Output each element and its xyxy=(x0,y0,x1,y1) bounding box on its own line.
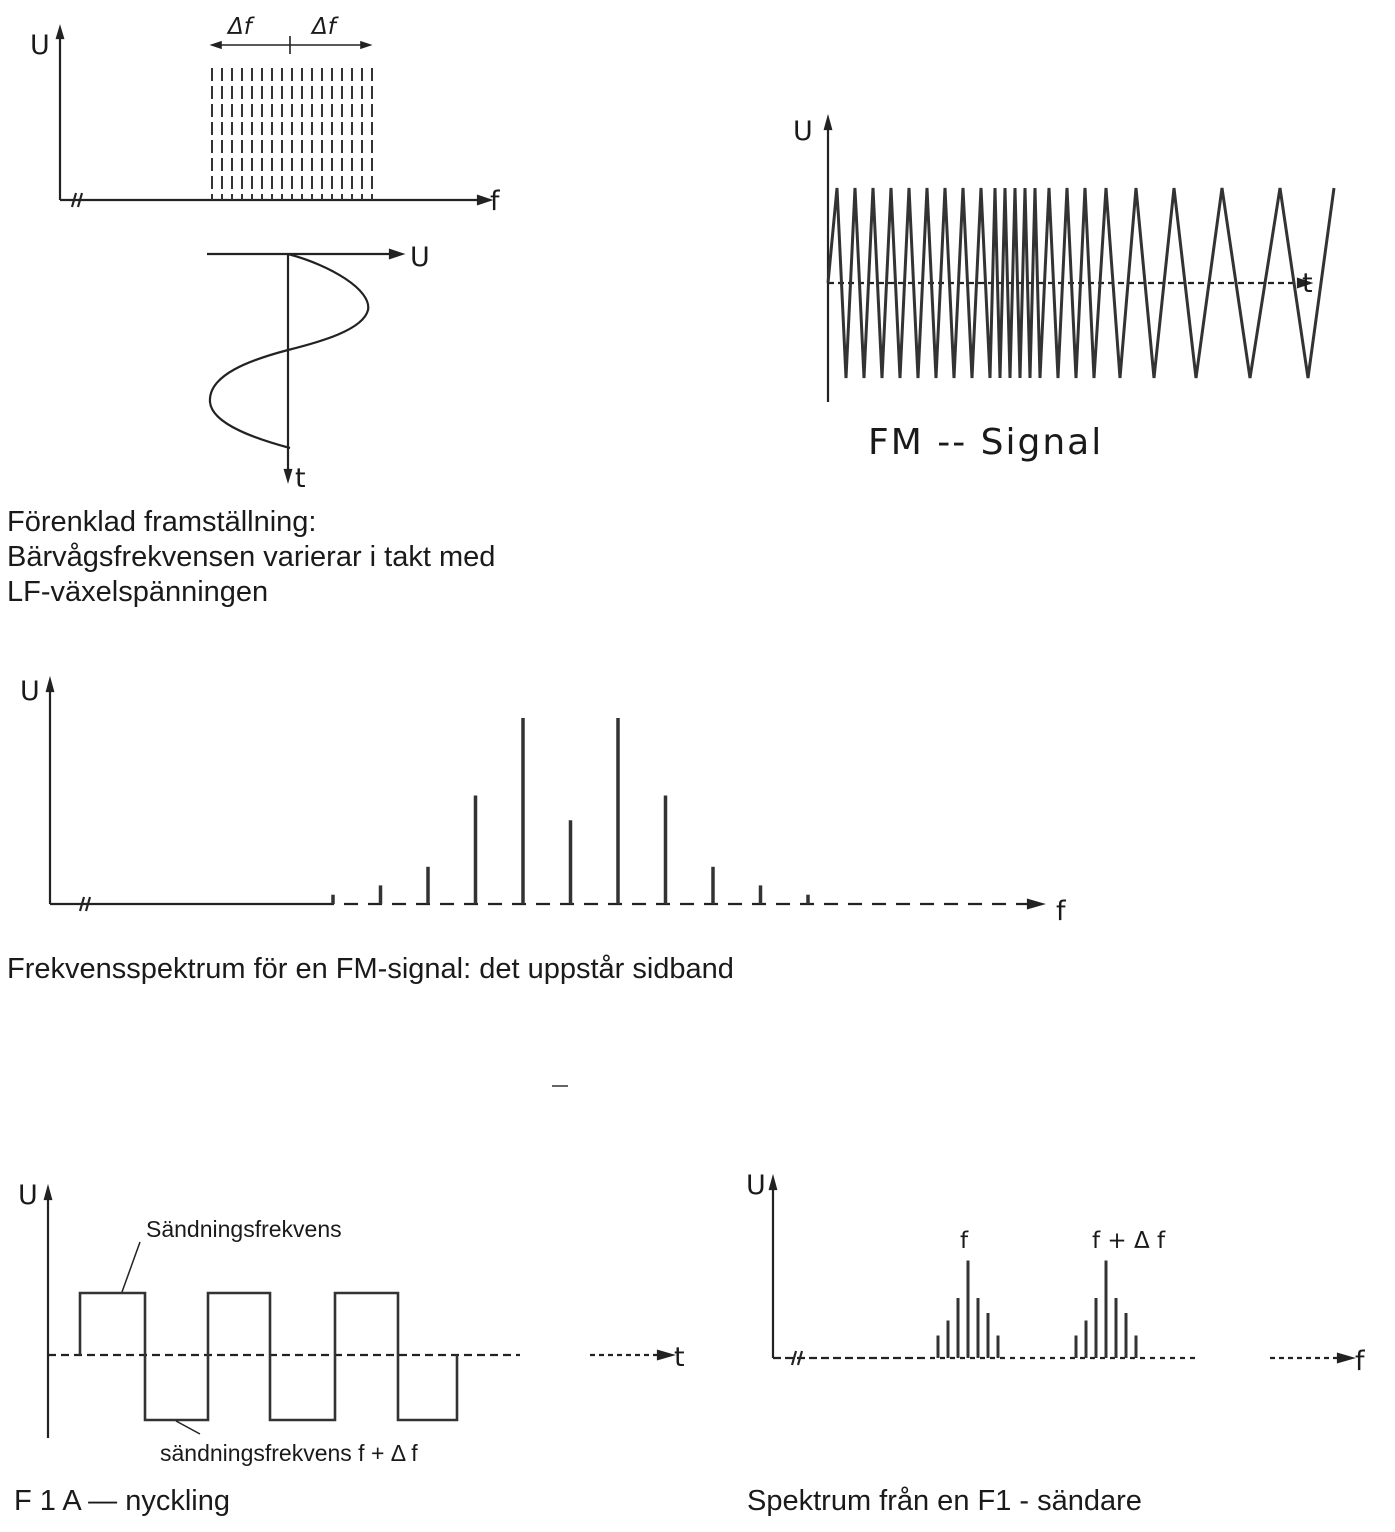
fig1-caption-line1: Förenklad framställning: xyxy=(7,506,317,538)
fig5-peak1-label: f xyxy=(960,1228,969,1254)
fig5-peak2-label: f + Δ f xyxy=(1092,1228,1166,1254)
fig1-sine-t-label: t xyxy=(295,463,306,494)
fig1-spectrum-axes xyxy=(55,24,494,208)
fig1-caption-line2: Bärvågsfrekvensen varierar i takt med xyxy=(7,541,496,573)
fig1-caption-line3: LF-växelspänningen xyxy=(7,576,269,608)
fig3-fm-spectrum xyxy=(45,675,1047,912)
fig4-y-axis-label: U xyxy=(18,1180,38,1211)
fig1-frequency-lines xyxy=(211,68,373,200)
fig1-lf-sine-curve xyxy=(208,252,370,450)
fig2-fm-signal xyxy=(823,113,1336,402)
fig4-lower-label: sändningsfrekvens f + Δ f xyxy=(160,1440,418,1466)
fig2-x-axis-label: t xyxy=(1302,268,1313,299)
fig3-x-axis-label: f xyxy=(1056,896,1066,927)
fig4-upper-label: Sändningsfrekvens xyxy=(146,1216,342,1242)
fig5-caption: Spektrum från en F1 - sändare xyxy=(747,1485,1142,1517)
fig2-y-axis-label: U xyxy=(793,116,813,147)
fig2-fm-waveform xyxy=(826,187,1336,379)
fig3-y-axis-label: U xyxy=(20,676,40,707)
stray-mark xyxy=(552,1085,568,1087)
fig4-x-axis-label: t xyxy=(674,1342,685,1373)
fig3-caption: Frekvensspektrum för en FM-signal: det u… xyxy=(7,953,734,985)
fig1-delta-left-label: Δf xyxy=(228,14,252,40)
fig4-square-wave xyxy=(78,1291,459,1422)
fig1-delta-right-label: Δf xyxy=(312,14,336,40)
fig1-x-axis-label: f xyxy=(490,186,500,217)
fig4-caption: F 1 A — nyckling xyxy=(14,1485,230,1517)
fig2-title: FM -- Signal xyxy=(868,422,1104,463)
fig5-f1-spectrum xyxy=(768,1173,1357,1366)
fig1-y-axis-label: U xyxy=(30,30,50,61)
fig1-sine-axes xyxy=(207,248,406,484)
fig1-sine-u-label: U xyxy=(410,242,430,273)
fig5-y-axis-label: U xyxy=(746,1170,766,1201)
fig4-fsk-keying xyxy=(43,1183,677,1438)
fig5-x-axis-label: f xyxy=(1355,1346,1365,1377)
